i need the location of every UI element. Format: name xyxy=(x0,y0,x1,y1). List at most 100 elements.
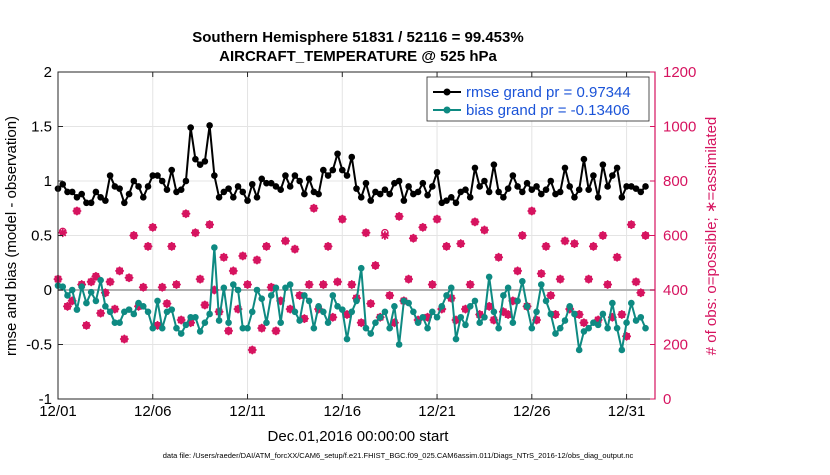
obs-assimilated-point xyxy=(58,228,68,238)
bias-point xyxy=(391,303,398,310)
obs-assimilated-point xyxy=(299,314,309,324)
rmse-point xyxy=(566,183,574,190)
obs-assimilated-point xyxy=(176,315,186,325)
bias-point xyxy=(286,281,294,288)
legend-rmse-label: rmse grand pr = 0.97344 xyxy=(466,84,631,101)
y-tick-label-right: 600 xyxy=(663,228,688,245)
rmse-point xyxy=(447,194,455,201)
bias-point xyxy=(206,310,213,318)
rmse-point xyxy=(248,180,256,188)
bias-point xyxy=(97,276,104,284)
bias-point xyxy=(301,292,308,299)
bias-point xyxy=(310,324,318,332)
obs-assimilated-point xyxy=(603,280,613,290)
bias-point xyxy=(220,284,228,292)
rmse-point xyxy=(580,155,588,163)
obs-assimilated-point xyxy=(451,315,461,325)
bias-point xyxy=(419,313,427,321)
obs-assimilated-point xyxy=(513,266,523,276)
obs-assimilated-point xyxy=(394,211,404,221)
bias-point xyxy=(414,319,422,327)
y-axis-left-label: rmse and bias (model - observation) xyxy=(3,116,20,356)
obs-assimilated-point xyxy=(295,290,305,300)
bias-point xyxy=(367,330,375,337)
rmse-point xyxy=(125,190,133,198)
chart-subtitle: AIRCRAFT_TEMPERATURE @ 525 hPa xyxy=(219,48,497,65)
obs-assimilated-point xyxy=(86,277,96,287)
bias-point xyxy=(642,324,649,332)
rmse-point xyxy=(490,161,498,168)
rmse-point xyxy=(154,172,161,179)
bias-point xyxy=(438,303,446,310)
obs-assimilated-point xyxy=(333,277,343,287)
rmse-point xyxy=(575,186,583,194)
bias-point xyxy=(376,313,384,321)
obs-assimilated-point xyxy=(276,296,286,306)
bias-point xyxy=(447,284,455,292)
y-tick-label-right: 400 xyxy=(663,282,688,299)
rmse-point xyxy=(116,185,123,192)
rmse-point xyxy=(139,194,147,201)
obs-assimilated-point xyxy=(228,266,238,276)
obs-assimilated-point xyxy=(96,308,106,318)
legend-bias-label: bias grand pr = -0.13406 xyxy=(466,102,630,119)
y-tick-label-right: 1000 xyxy=(663,119,696,136)
rmse-point xyxy=(182,177,190,185)
rmse-point xyxy=(168,166,176,174)
obs-assimilated-point xyxy=(119,334,129,344)
obs-assimilated-point xyxy=(555,274,565,284)
obs-assimilated-point xyxy=(224,326,234,336)
rmse-point xyxy=(282,172,289,179)
y-tick-label-left: -1 xyxy=(39,391,52,408)
rmse-point xyxy=(158,177,166,185)
rmse-point xyxy=(59,180,67,188)
rmse-point xyxy=(585,186,592,194)
rmse-point xyxy=(211,172,218,179)
legend-box xyxy=(426,76,650,122)
rmse-point xyxy=(102,197,109,204)
y-tick-label-left: 0 xyxy=(44,282,52,299)
obs-assimilated-point xyxy=(404,274,414,284)
bias-point xyxy=(87,288,95,296)
rmse-point xyxy=(253,194,261,201)
x-tick-label: 12/31 xyxy=(608,403,646,420)
bias-point xyxy=(92,297,100,305)
rmse-point xyxy=(106,172,114,179)
rmse-point xyxy=(296,177,303,185)
y-tick-label-left: -0.5 xyxy=(26,337,52,354)
bias-point xyxy=(135,299,142,307)
bias-point xyxy=(73,306,81,313)
bias-point xyxy=(168,306,176,313)
obs-assimilated-point xyxy=(503,310,513,320)
obs-assimilated-point xyxy=(432,214,442,224)
rmse-point xyxy=(83,199,90,207)
obs-assimilated-point xyxy=(200,300,210,310)
bias-point xyxy=(239,324,247,332)
rmse-point xyxy=(400,197,408,204)
bias-point xyxy=(230,281,237,288)
bias-point xyxy=(234,286,242,294)
obs-assimilated-point xyxy=(110,304,120,314)
obs-assimilated-point xyxy=(271,326,281,336)
bias-point xyxy=(130,310,138,318)
rmse-point xyxy=(419,179,427,187)
bias-point xyxy=(357,264,365,272)
bias-point xyxy=(632,317,640,324)
x-tick-label: 12/16 xyxy=(324,403,362,420)
obs-assimilated-point xyxy=(584,274,594,284)
obs-assimilated-point xyxy=(190,228,200,238)
obs-assimilated-point xyxy=(442,241,452,251)
obs-assimilated-point xyxy=(460,304,470,314)
bias-point xyxy=(604,324,611,332)
rmse-point xyxy=(376,190,384,198)
obs-assimilated-point xyxy=(143,241,153,251)
bias-point xyxy=(628,299,635,307)
rmse-point xyxy=(343,172,351,179)
obs-assimilated-point xyxy=(598,231,608,240)
bias-point xyxy=(585,324,592,332)
rmse-point xyxy=(97,194,104,201)
bias-point xyxy=(523,303,531,310)
bias-point xyxy=(429,308,436,316)
bias-point xyxy=(320,308,327,316)
bias-point xyxy=(258,295,266,303)
